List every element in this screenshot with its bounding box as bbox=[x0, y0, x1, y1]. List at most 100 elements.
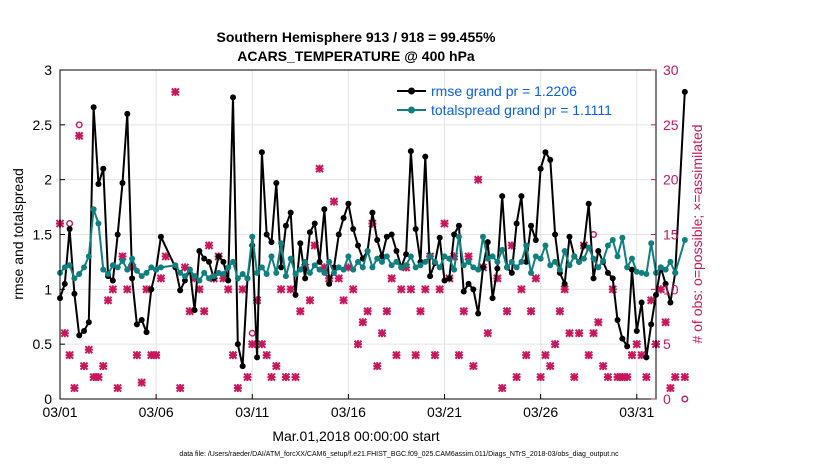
rmse-point bbox=[648, 321, 654, 327]
rmse-point bbox=[124, 111, 130, 117]
assimilated-obs-marker bbox=[123, 285, 131, 293]
rmse-point bbox=[67, 226, 73, 232]
rmse-point bbox=[643, 354, 649, 360]
assimilated-obs-marker bbox=[416, 307, 424, 315]
rmse-point bbox=[547, 157, 553, 163]
rmse-point bbox=[86, 319, 92, 325]
spread-point bbox=[158, 264, 164, 270]
assimilated-obs-marker bbox=[229, 351, 237, 359]
spread-point bbox=[67, 262, 73, 268]
spread-point bbox=[288, 256, 294, 262]
spread-point bbox=[586, 245, 592, 251]
spread-point bbox=[129, 256, 135, 262]
assimilated-obs-marker bbox=[277, 285, 285, 293]
spread-point bbox=[134, 268, 140, 274]
spread-point bbox=[408, 253, 414, 259]
spread-point bbox=[95, 221, 101, 227]
y-axis-label: rmse and totalspread bbox=[10, 168, 26, 300]
spread-point bbox=[331, 270, 337, 276]
rmse-point bbox=[610, 275, 616, 281]
rmse-point bbox=[100, 166, 106, 172]
y-tick-label: 2.5 bbox=[33, 117, 53, 133]
spread-point bbox=[403, 262, 409, 268]
spread-point bbox=[345, 253, 351, 259]
assimilated-obs-marker bbox=[546, 362, 554, 370]
rmse-point bbox=[475, 310, 481, 316]
spread-point bbox=[244, 275, 250, 281]
spread-point bbox=[595, 264, 601, 270]
rmse-point bbox=[509, 270, 515, 276]
spread-point bbox=[571, 253, 577, 259]
rmse-point bbox=[206, 259, 212, 265]
rmse-point bbox=[518, 193, 524, 199]
assimilated-obs-marker bbox=[359, 318, 367, 326]
assimilated-obs-marker bbox=[152, 351, 160, 359]
rmse-point bbox=[624, 343, 630, 349]
assimilated-obs-marker bbox=[330, 198, 338, 206]
spread-point bbox=[643, 271, 649, 277]
spread-point bbox=[605, 242, 611, 248]
assimilated-obs-marker bbox=[431, 351, 439, 359]
rmse-point bbox=[393, 248, 399, 254]
assimilated-obs-marker bbox=[537, 373, 545, 381]
spread-point bbox=[124, 267, 130, 273]
assimilated-obs-marker bbox=[421, 285, 429, 293]
right-axis-ticks: 051015202530 bbox=[651, 62, 679, 407]
figure: Southern Hemisphere 913 / 918 = 99.455% … bbox=[0, 0, 830, 470]
rmse-point bbox=[76, 332, 82, 338]
rmse-point bbox=[552, 232, 558, 238]
assimilated-obs-marker bbox=[441, 220, 449, 228]
rmse-point bbox=[341, 215, 347, 221]
assimilated-obs-marker bbox=[200, 307, 208, 315]
spread-point bbox=[293, 271, 299, 277]
spread-point bbox=[360, 264, 366, 270]
spread-point bbox=[663, 267, 669, 273]
assimilated-obs-marker bbox=[234, 384, 242, 392]
spread-point bbox=[379, 259, 385, 265]
rmse-point bbox=[605, 270, 611, 276]
spread-point bbox=[384, 253, 390, 259]
rmse-point bbox=[95, 181, 101, 187]
spread-point bbox=[509, 259, 515, 265]
legend-rmse-marker bbox=[408, 88, 415, 95]
rmse-point bbox=[595, 248, 601, 254]
rmse-point bbox=[268, 239, 274, 245]
spread-point bbox=[105, 271, 111, 277]
spread-point bbox=[542, 242, 548, 248]
spread-point bbox=[264, 271, 270, 277]
spread-point bbox=[494, 259, 500, 265]
assimilated-obs-marker bbox=[364, 307, 372, 315]
spread-point bbox=[456, 234, 462, 240]
rmse-point bbox=[345, 201, 351, 207]
spread-point bbox=[307, 270, 313, 276]
spread-point bbox=[302, 259, 308, 265]
x-axis-ticks: 03/01 03/06 03/11 03/16 03/21 03/26 03/31 bbox=[42, 394, 654, 420]
assimilated-obs-marker bbox=[282, 373, 290, 381]
y-tick-label: 1.5 bbox=[33, 227, 53, 243]
assimilated-obs-marker bbox=[133, 351, 141, 359]
x-tick-label: 03/16 bbox=[331, 404, 366, 420]
rmse-point bbox=[302, 275, 308, 281]
rmse-point bbox=[355, 242, 361, 248]
assimilated-obs-marker bbox=[527, 307, 535, 315]
spread-point bbox=[249, 234, 255, 240]
spread-point bbox=[538, 256, 544, 262]
x-tick-label: 03/31 bbox=[619, 404, 654, 420]
rmse-point bbox=[682, 89, 688, 95]
assimilated-obs-marker bbox=[397, 285, 405, 293]
data-file-footer: data file: /Users/raeder/DAI/ATM_forcXX/… bbox=[179, 451, 619, 458]
assimilated-obs-marker bbox=[109, 285, 117, 293]
assimilated-obs-marker bbox=[503, 307, 511, 315]
rmse-point bbox=[538, 166, 544, 172]
spread-point bbox=[557, 267, 563, 273]
spread-point bbox=[81, 264, 87, 270]
assimilated-obs-marker bbox=[633, 340, 641, 348]
rmse-point bbox=[293, 292, 299, 298]
spread-point bbox=[437, 264, 443, 270]
assimilated-obs-marker bbox=[378, 329, 386, 337]
assimilated-obs-marker bbox=[498, 384, 506, 392]
rmse-point bbox=[134, 321, 140, 327]
rmse-point bbox=[619, 336, 625, 342]
rmse-point bbox=[288, 210, 294, 216]
assimilated-obs-marker bbox=[272, 362, 280, 370]
